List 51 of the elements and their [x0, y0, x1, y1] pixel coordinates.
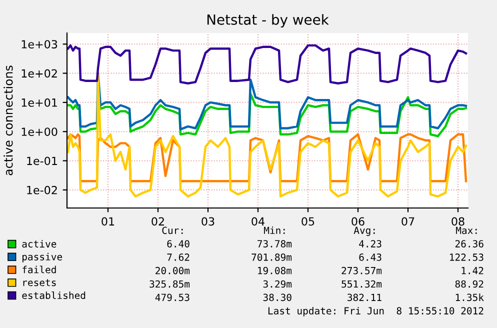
- text: 3.29m: [263, 280, 292, 288]
- text: 479.53: [155, 294, 190, 302]
- text: Cur:: [162, 226, 183, 234]
- text: 273.57m: [342, 266, 382, 274]
- text: 1.42: [462, 266, 484, 274]
- text: 38.30: [263, 294, 292, 302]
- legend-label: passive: [22, 252, 62, 262]
- text: Max:: [456, 226, 477, 234]
- text: 7.62: [167, 254, 190, 261]
- x-tick-label: 06: [352, 217, 364, 226]
- text: 382.11: [348, 294, 382, 302]
- text: 551.32m: [342, 280, 382, 288]
- x-tick-label: 02: [152, 217, 164, 226]
- text: 325.85m: [150, 280, 190, 288]
- legend-label: established: [22, 291, 86, 300]
- text: 19.08m: [258, 266, 292, 274]
- y-tick-label: 1e-02: [27, 186, 57, 194]
- y-tick-label: 1e-01: [27, 156, 57, 166]
- line-series: [67, 72, 468, 130]
- text: Last update: Fri Jun 8 15:55:10 2012: [268, 306, 484, 316]
- legend-label: failed: [22, 266, 56, 274]
- legend-label: resets: [23, 279, 56, 286]
- x-tick-label: 03: [202, 217, 214, 226]
- x-tick-label: 08: [452, 217, 464, 226]
- y-tick-label: 1e+02: [22, 69, 57, 78]
- text: Min:: [264, 226, 285, 234]
- legend-label: active: [22, 240, 56, 248]
- text: 20.00m: [156, 266, 190, 274]
- x-tick-label: 07: [402, 217, 414, 226]
- line-series: [67, 74, 468, 198]
- text: 6.40: [167, 240, 190, 248]
- text: Avg:: [354, 226, 375, 236]
- x-tick-label: 01: [102, 217, 114, 226]
- text: 701.89m: [252, 254, 292, 261]
- y-axis-title: active connections: [4, 66, 13, 176]
- chart-title: Netstat - by week: [207, 14, 329, 28]
- x-tick-label: 05: [302, 217, 314, 226]
- line-series: [67, 133, 468, 182]
- line-series: [67, 44, 468, 84]
- text: 122.53: [450, 254, 484, 261]
- text: 88.92: [455, 280, 484, 288]
- y-tick-label: 1e+00: [22, 128, 58, 136]
- text: 1.35k: [456, 294, 484, 302]
- y-tick-label: 1e+03: [22, 40, 58, 48]
- text: 73.78m: [258, 240, 292, 248]
- text: 6.43: [359, 254, 382, 261]
- y-tick-label: 1e+01: [22, 98, 57, 107]
- x-tick-label: 04: [252, 217, 264, 226]
- text: 26.36: [455, 240, 484, 248]
- line-series: [67, 92, 468, 138]
- text: 4.23: [359, 240, 382, 248]
